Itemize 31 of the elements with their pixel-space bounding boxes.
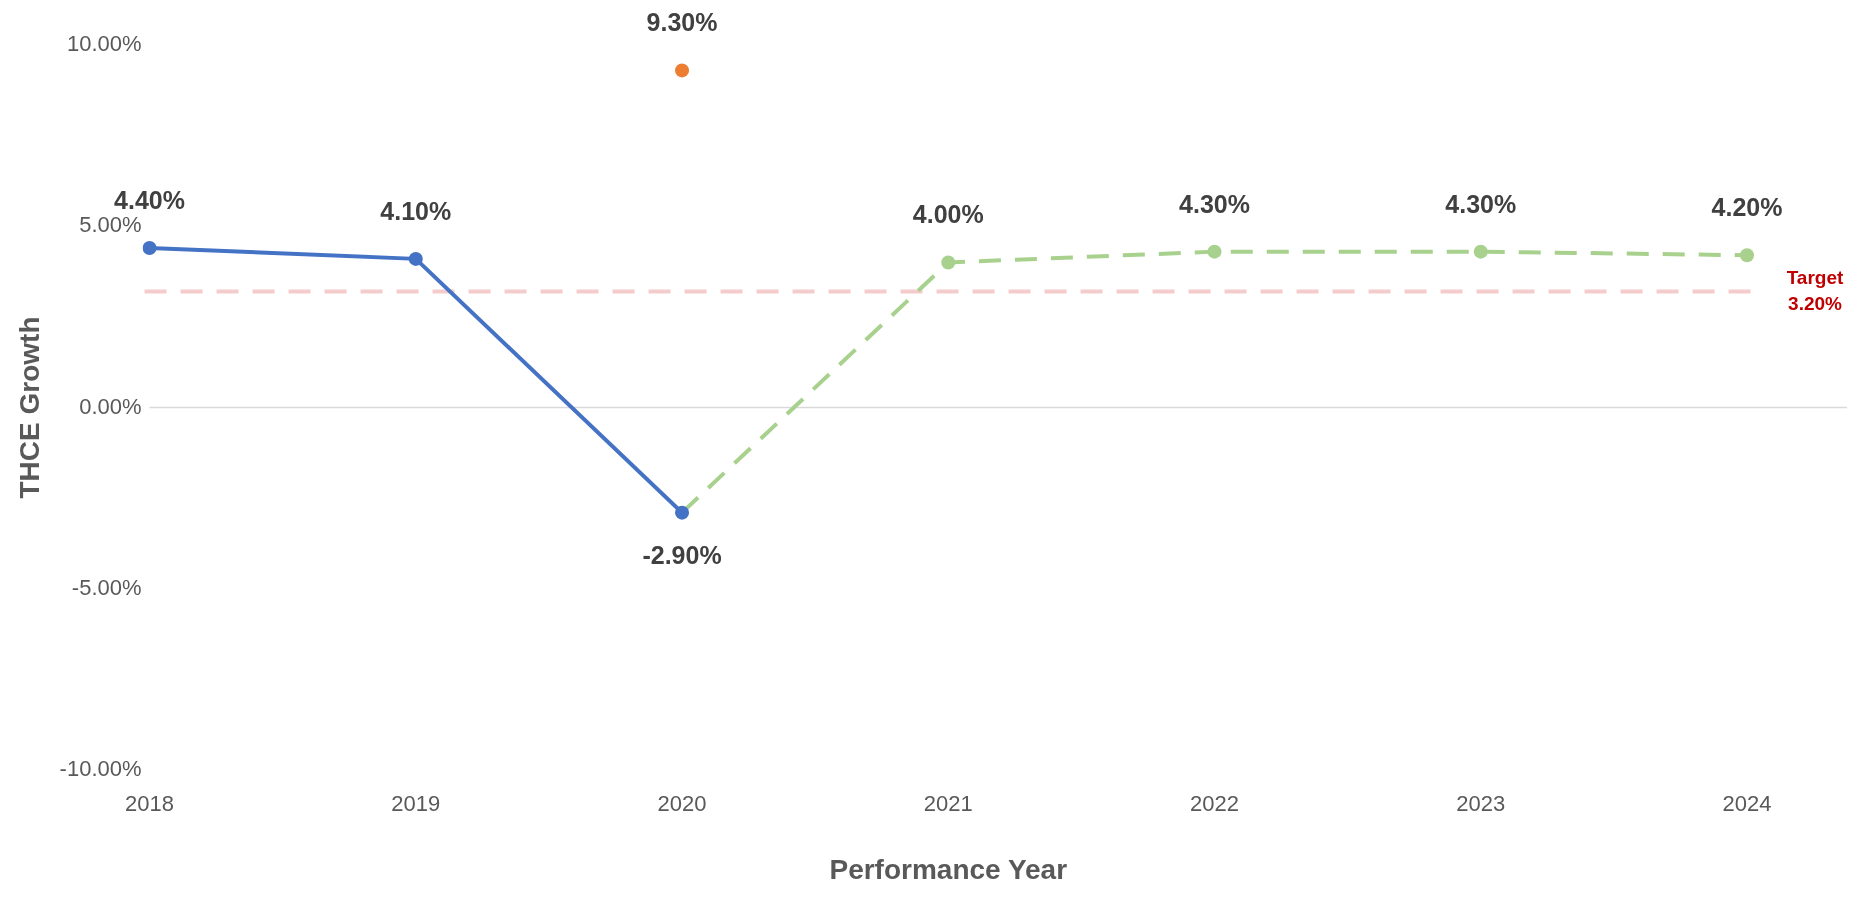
- x-tick-label: 2021: [923, 791, 973, 817]
- point: [941, 255, 956, 270]
- data-label: 4.00%: [912, 200, 984, 229]
- point: [1473, 244, 1488, 259]
- data-label: -2.90%: [642, 540, 722, 569]
- x-tick-label: 2019: [391, 791, 441, 817]
- y-tick-label: -5.00%: [71, 574, 142, 600]
- y-axis-title: THCE Growth: [13, 316, 45, 499]
- y-tick-label: 10.00%: [66, 31, 142, 57]
- y-tick-label: -10.00%: [59, 756, 142, 782]
- ref-line-label: Target 3.20%: [1786, 266, 1844, 314]
- y-tick-label: 5.00%: [79, 212, 142, 238]
- x-tick-label: 2022: [1190, 791, 1239, 817]
- point: [142, 241, 157, 255]
- point: [408, 251, 423, 266]
- point: [1207, 244, 1222, 259]
- data-label: 4.20%: [1711, 193, 1783, 222]
- point: [675, 505, 690, 520]
- data-label: 4.30%: [1445, 189, 1517, 218]
- y-tick-label: 0.00%: [79, 393, 142, 419]
- data-label: 4.10%: [380, 196, 452, 225]
- x-axis-title: Performance Year: [829, 853, 1068, 885]
- x-tick-label: 2018: [125, 791, 175, 817]
- x-tick-label: 2020: [657, 791, 707, 817]
- x-tick-label: 2024: [1722, 791, 1772, 817]
- data-label: 9.30%: [646, 8, 718, 37]
- data-label: 4.40%: [114, 185, 185, 214]
- point: [675, 63, 690, 78]
- x-tick-label: 2023: [1456, 791, 1506, 817]
- point: [1740, 248, 1754, 263]
- data-label: 4.30%: [1179, 189, 1250, 218]
